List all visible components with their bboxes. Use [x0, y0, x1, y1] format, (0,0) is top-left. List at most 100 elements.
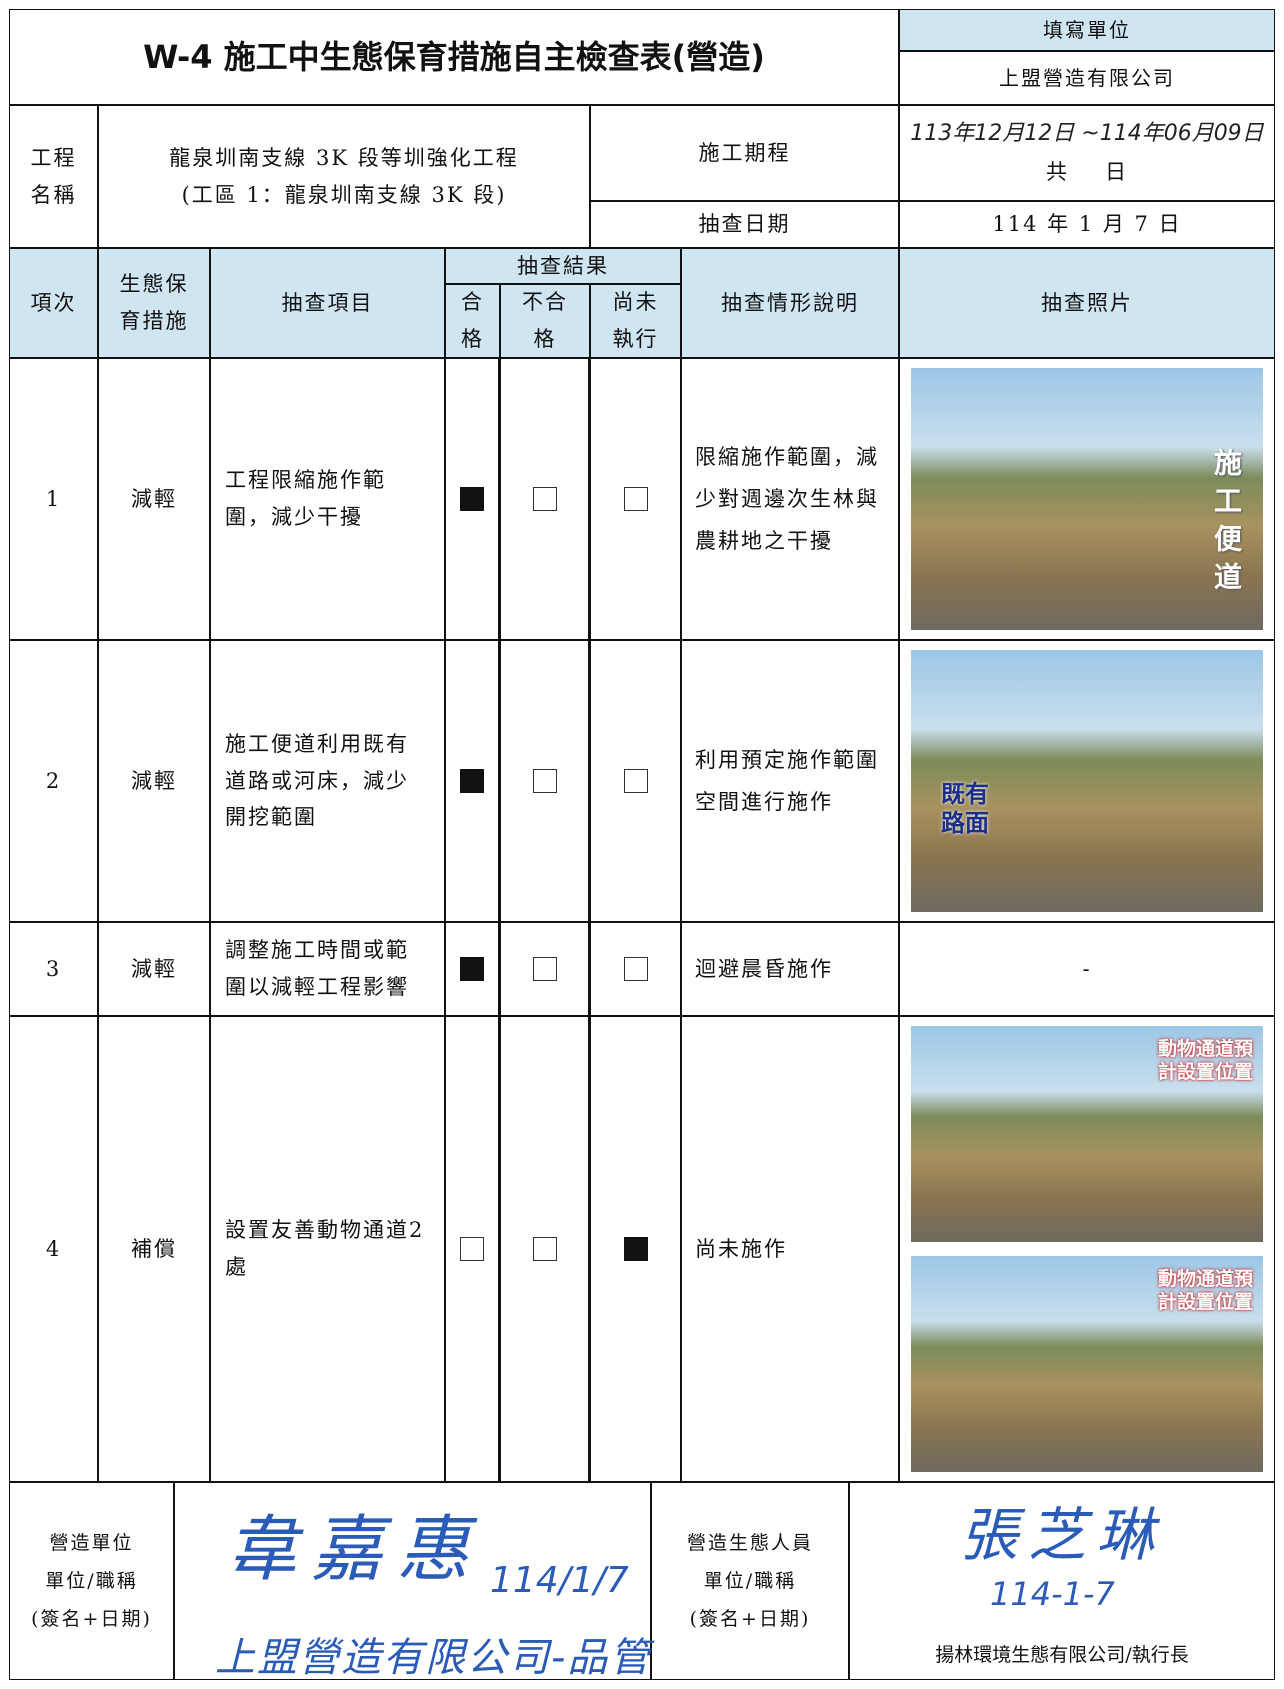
photo-caption: 動物通道預計設置位置 [1157, 1038, 1253, 1083]
row-photos-cell [899, 640, 1275, 922]
inspect-date: 114 年 1 月 7 日 [992, 212, 1182, 237]
col-description: 抽查情形說明 [721, 290, 859, 315]
fill-unit-label-cell: 填寫單位 [899, 9, 1275, 51]
inspect-date-label-cell: 抽查日期 [590, 201, 899, 248]
check-cell [500, 640, 590, 922]
unit-title: 揚林環境生態有限公司/執行長 [935, 1644, 1189, 1666]
col-fail: 不合格 [522, 290, 568, 351]
row-measure: 減輕 [131, 956, 177, 981]
period-label: 施工期程 [698, 140, 791, 165]
row-description: 限縮施作範圍，減少對週邊次生林與農耕地之干擾 [695, 445, 879, 553]
fill-unit-cell: 上盟營造有限公司 [899, 51, 1275, 105]
check-cell [445, 1016, 500, 1482]
check-cell [445, 358, 500, 640]
row-item-cell: 工程限縮施作範圍，減少干擾 [210, 358, 445, 640]
total-prefix: 共 [1046, 159, 1069, 184]
sign-unit: 上盟營造有限公司-品管 [215, 1635, 652, 1681]
period-cell: 113年12月12日 ~114年06月09日共日 [899, 105, 1275, 201]
photo-note: - [1082, 956, 1092, 981]
col-result: 抽查結果 [517, 253, 609, 278]
row-measure-cell: 減輕 [98, 640, 210, 922]
check-cell [500, 1016, 590, 1482]
row-description: 尚未施作 [695, 1237, 787, 1261]
row-measure: 減輕 [131, 486, 177, 511]
row-no: 3 [45, 956, 62, 981]
project-name-cell: 龍泉圳南支線 3K 段等圳強化工程 (工區 1：龍泉圳南支線 3K 段) [98, 105, 590, 248]
period: 113年12月12日 ~114年06月09日 [910, 121, 1264, 147]
checkbox [532, 487, 557, 511]
row-item: 工程限縮施作範圍，減少干擾 [225, 468, 386, 529]
checkbox [460, 957, 484, 981]
signature: 韋嘉惠 [225, 1507, 484, 1591]
photo: 施工便道 [911, 368, 1263, 630]
photo: 動物通道預計設置位置 [911, 1026, 1263, 1242]
check-cell [500, 922, 590, 1016]
check-cell [590, 640, 681, 922]
title-cell: W-4 施工中生態保育措施自主檢查表(營造) [9, 9, 899, 105]
footer-label: (簽名+日期) [31, 1608, 152, 1630]
row-photos-cell: - [899, 922, 1275, 1016]
signature-cell [849, 1482, 1275, 1680]
checkbox [532, 957, 557, 981]
total-days: 共日 [1046, 154, 1128, 191]
row-item-cell: 設置友善動物通道2處 [210, 1016, 445, 1482]
row-item: 調整施工時間或範圍以減輕工程影響 [225, 938, 409, 999]
col-no-cell: 項次 [9, 248, 98, 358]
checkbox [623, 957, 648, 981]
project-area: (工區 1：龍泉圳南支線 3K 段) [181, 182, 507, 207]
sign-date: 114-1-7 [990, 1575, 1115, 1613]
row-item: 施工便道利用既有道路或河床，減少開挖範圍 [225, 731, 409, 830]
footer-label: 營造生態人員 [686, 1532, 813, 1554]
row-description: 迴避晨昏施作 [695, 957, 833, 981]
row-description-cell: 迴避晨昏施作 [681, 922, 899, 1016]
row-no-cell: 2 [9, 640, 98, 922]
signature-cell [174, 1482, 651, 1680]
check-cell [590, 358, 681, 640]
checkbox [460, 487, 484, 511]
photo: 動物通道預計設置位置 [911, 1256, 1263, 1472]
checkbox [460, 1237, 484, 1261]
footer-label: 單位/職稱 [45, 1570, 138, 1592]
row-measure-cell: 減輕 [98, 358, 210, 640]
project-label-cell: 工程名稱 [9, 105, 98, 248]
row-no-cell: 3 [9, 922, 98, 1016]
title: W-4 施工中生態保育措施自主檢查表(營造) [143, 38, 765, 76]
inspect-date-cell: 114 年 1 月 7 日 [899, 201, 1275, 248]
col-measure: 生態保育措施 [119, 272, 189, 333]
fill-unit: 上盟營造有限公司 [999, 65, 1175, 90]
signature: 張芝琳 [960, 1501, 1165, 1569]
row-description-cell: 尚未施作 [681, 1016, 899, 1482]
checkbox [532, 769, 557, 793]
row-no: 4 [45, 1236, 62, 1261]
row-description: 利用預定施作範圍空間進行施作 [695, 748, 879, 814]
row-item: 設置友善動物通道2處 [225, 1218, 425, 1279]
row-measure: 減輕 [131, 768, 177, 793]
footer-label: 單位/職稱 [703, 1570, 797, 1592]
col-pass: 合格 [461, 290, 484, 351]
check-cell [445, 640, 500, 922]
checkbox [623, 487, 648, 511]
col-pass-cell: 合格 [445, 284, 500, 358]
sign-date: 114/1/7 [490, 1560, 629, 1601]
col-item: 抽查項目 [281, 290, 374, 315]
col-pending-cell: 尚未執行 [590, 284, 681, 358]
col-pending: 尚未執行 [612, 290, 659, 351]
row-no: 2 [45, 768, 62, 793]
fill-unit-label: 填寫單位 [1043, 17, 1131, 42]
col-item-cell: 抽查項目 [210, 248, 445, 358]
photo-caption: 既有路面 [941, 780, 989, 837]
check-cell [500, 358, 590, 640]
row-measure-cell: 減輕 [98, 922, 210, 1016]
photo-caption: 動物通道預計設置位置 [1157, 1268, 1253, 1313]
check-cell [590, 922, 681, 1016]
footer-label-cell: 營造單位單位/職稱 (簽名+日期) [9, 1482, 174, 1680]
footer-label: 營造單位 [49, 1532, 134, 1554]
footer-label-cell: 營造生態人員 單位/職稱 (簽名+日期) [651, 1482, 849, 1680]
row-no-cell: 4 [9, 1016, 98, 1482]
row-description-cell: 利用預定施作範圍空間進行施作 [681, 640, 899, 922]
footer-label: (簽名+日期) [689, 1608, 811, 1630]
photo: 既有路面 [911, 650, 1263, 912]
row-item-cell: 施工便道利用既有道路或河床，減少開挖範圍 [210, 640, 445, 922]
col-no: 項次 [30, 290, 77, 315]
